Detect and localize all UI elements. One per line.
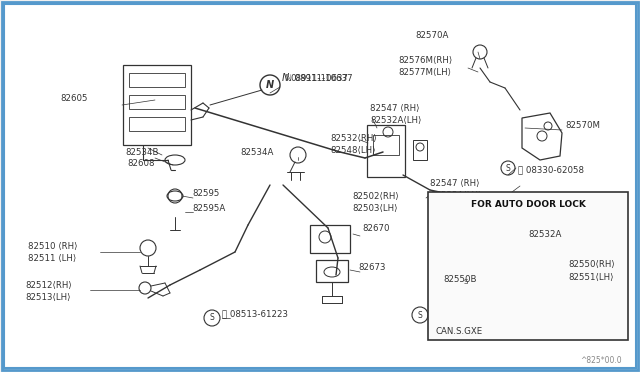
Text: 82532⟨RH⟩: 82532⟨RH⟩ — [330, 134, 377, 142]
Bar — [129, 117, 185, 131]
Text: S: S — [210, 314, 214, 323]
FancyBboxPatch shape — [4, 4, 636, 368]
Text: 82534A: 82534A — [240, 148, 273, 157]
Text: 82534B: 82534B — [125, 148, 159, 157]
Text: ^825*00.0: ^825*00.0 — [580, 356, 622, 365]
Text: S: S — [418, 311, 422, 320]
Text: Ⓢ 08513-61223: Ⓢ 08513-61223 — [222, 310, 288, 318]
Text: ℕ 08911-10637: ℕ 08911-10637 — [285, 74, 353, 83]
Text: N: N — [282, 73, 289, 83]
FancyBboxPatch shape — [428, 192, 628, 340]
Text: 82570A: 82570A — [415, 31, 449, 39]
Text: 82547 ⟨RH⟩: 82547 ⟨RH⟩ — [430, 179, 479, 187]
Text: 82503⟨LH⟩: 82503⟨LH⟩ — [352, 203, 397, 212]
Text: CAN.S.GXE: CAN.S.GXE — [436, 327, 483, 337]
Bar — [310, 225, 350, 253]
Text: 82502⟨RH⟩: 82502⟨RH⟩ — [352, 192, 399, 201]
Circle shape — [412, 307, 428, 323]
Text: Ⓢ 08330-62058: Ⓢ 08330-62058 — [518, 166, 584, 174]
Text: 82570M: 82570M — [565, 121, 600, 129]
Text: 82532A⟨LH⟩: 82532A⟨LH⟩ — [370, 115, 421, 125]
Circle shape — [204, 310, 220, 326]
Text: 82548⟨LH⟩: 82548⟨LH⟩ — [330, 145, 376, 154]
Text: 82576M⟨RH⟩: 82576M⟨RH⟩ — [398, 55, 452, 64]
Bar — [123, 65, 191, 145]
Text: 82550⟨RH⟩: 82550⟨RH⟩ — [568, 260, 615, 269]
Text: Ⓢ 08330-51042: Ⓢ 08330-51042 — [432, 307, 498, 315]
Text: 82532A: 82532A — [528, 230, 561, 238]
Text: 82513⟨LH⟩: 82513⟨LH⟩ — [25, 292, 70, 301]
Bar — [413, 140, 427, 160]
Text: 82608: 82608 — [127, 158, 154, 167]
Text: S: S — [464, 279, 468, 285]
Text: 82532A⟨LH⟩: 82532A⟨LH⟩ — [430, 190, 481, 199]
Text: 08911-10637: 08911-10637 — [290, 74, 348, 83]
Text: 82512⟨RH⟩: 82512⟨RH⟩ — [25, 280, 72, 289]
Bar — [129, 73, 185, 87]
Text: 82505⟨LH⟩: 82505⟨LH⟩ — [430, 215, 476, 224]
Text: N: N — [266, 80, 274, 90]
Text: S: S — [506, 164, 510, 173]
Circle shape — [501, 161, 515, 175]
Text: 82673: 82673 — [358, 263, 385, 273]
Bar — [316, 260, 348, 282]
Text: 82595: 82595 — [192, 189, 220, 198]
Text: 82511 ⟨LH⟩: 82511 ⟨LH⟩ — [28, 253, 76, 263]
Text: 82550B: 82550B — [443, 275, 477, 283]
Text: 82595A: 82595A — [192, 203, 225, 212]
Bar — [529, 262, 559, 284]
Circle shape — [260, 75, 280, 95]
Text: 82670: 82670 — [362, 224, 390, 232]
Bar — [367, 125, 405, 177]
Text: 82605: 82605 — [60, 93, 88, 103]
Text: 82551⟨LH⟩: 82551⟨LH⟩ — [568, 273, 614, 282]
Text: 82504⟨RH⟩: 82504⟨RH⟩ — [430, 203, 477, 212]
Bar — [129, 95, 185, 109]
Bar — [373, 135, 399, 155]
Text: FOR AUTO DOOR LOCK: FOR AUTO DOOR LOCK — [470, 199, 586, 208]
Text: 82510 ⟨RH⟩: 82510 ⟨RH⟩ — [28, 241, 77, 250]
Text: 82547 ⟨RH⟩: 82547 ⟨RH⟩ — [370, 103, 419, 112]
Text: 82577M⟨LH⟩: 82577M⟨LH⟩ — [398, 67, 451, 77]
Bar — [523, 252, 565, 317]
